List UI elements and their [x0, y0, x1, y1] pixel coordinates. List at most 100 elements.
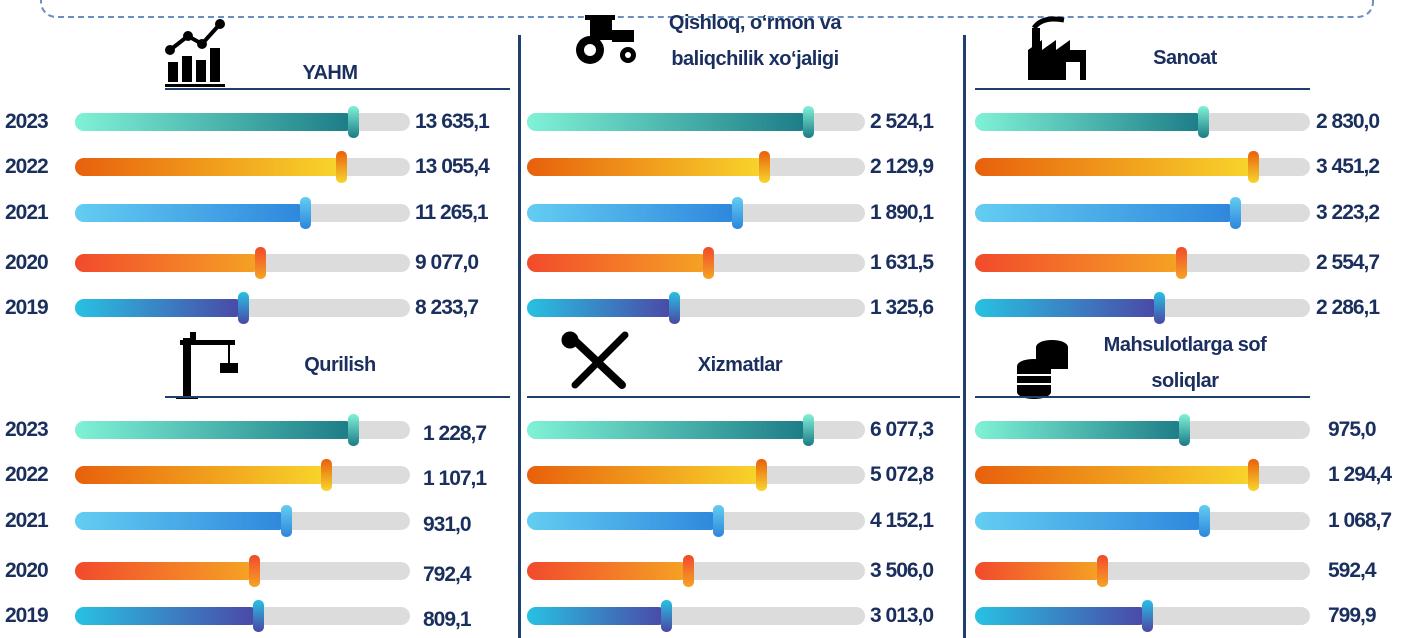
- value-label: 4 152,1: [870, 509, 934, 532]
- bar: [975, 158, 1255, 176]
- value-label: 3 013,0: [870, 604, 934, 627]
- bar: [527, 204, 738, 222]
- value-label: 975,0: [1328, 418, 1377, 441]
- bar: [75, 254, 261, 272]
- bar-handle: [1248, 151, 1260, 183]
- icon-chart: [165, 19, 225, 87]
- bar-handle: [1197, 106, 1209, 138]
- bar-handle: [1175, 247, 1187, 279]
- bar-handle: [1248, 459, 1260, 491]
- bar-handle: [1096, 555, 1108, 587]
- value-label: 3 506,0: [870, 559, 934, 582]
- bar-handle: [758, 151, 770, 183]
- year-label: 2020: [5, 559, 49, 582]
- separator: [963, 35, 966, 638]
- icon-coins: [1017, 340, 1068, 399]
- bar: [75, 204, 306, 222]
- bar-handle: [683, 555, 695, 587]
- value-label: 2 554,7: [1316, 251, 1380, 274]
- value-label: 3 451,2: [1316, 155, 1380, 178]
- value-label: 13 635,1: [415, 110, 490, 133]
- icon-factory: [1028, 16, 1086, 80]
- year-label: 2023: [5, 418, 49, 441]
- value-label: 2 286,1: [1316, 296, 1380, 319]
- panel-title: Qishloq, o‘rmon va baliqchilik xo‘jaligi: [668, 12, 842, 70]
- bar-handle: [1179, 414, 1191, 446]
- bar: [527, 466, 763, 484]
- value-label: 1 631,5: [870, 251, 934, 274]
- bar: [527, 607, 667, 625]
- value-label: 799,9: [1328, 604, 1377, 627]
- bar-handle: [348, 414, 360, 446]
- bar-handle: [320, 459, 332, 491]
- value-label: 931,0: [423, 513, 472, 536]
- bar: [527, 254, 710, 272]
- panel-title: Xizmatlar: [697, 354, 783, 376]
- value-label: 2 129,9: [870, 155, 934, 178]
- bar: [527, 158, 765, 176]
- bar-handle: [802, 106, 814, 138]
- value-label: 1 325,6: [870, 296, 934, 319]
- bar-handle: [237, 292, 249, 324]
- bar: [75, 466, 327, 484]
- bar-handle: [713, 505, 725, 537]
- value-label: 792,4: [423, 563, 472, 586]
- bar: [527, 562, 690, 580]
- title-rule: [975, 396, 1310, 398]
- icon-crane: [176, 332, 238, 399]
- bar-handle: [1229, 197, 1241, 229]
- bar-handle: [249, 555, 261, 587]
- panel-title: Qurilish: [304, 354, 376, 376]
- bar: [975, 204, 1236, 222]
- value-label: 2 830,0: [1316, 110, 1380, 133]
- bar: [75, 562, 256, 580]
- bar: [75, 299, 244, 317]
- bar: [975, 421, 1186, 439]
- bar: [975, 512, 1206, 530]
- bar-handle: [336, 151, 348, 183]
- title-rule: [527, 396, 960, 398]
- bar: [975, 562, 1103, 580]
- icon-tractor: [576, 15, 636, 64]
- year-label: 2021: [5, 509, 49, 532]
- year-label: 2019: [5, 604, 49, 627]
- bar-handle: [1141, 600, 1153, 632]
- bar: [527, 421, 809, 439]
- bar: [75, 607, 259, 625]
- title-rule: [975, 88, 1310, 90]
- bar-handle: [802, 414, 814, 446]
- bar-handle: [668, 292, 680, 324]
- value-label: 809,1: [423, 608, 472, 631]
- bar: [975, 299, 1160, 317]
- year-label: 2021: [5, 201, 49, 224]
- bar: [527, 299, 675, 317]
- title-rule: [165, 396, 510, 398]
- bar-handle: [1199, 505, 1211, 537]
- year-label: 2020: [5, 251, 49, 274]
- year-label: 2022: [5, 155, 49, 178]
- bar-handle: [756, 459, 768, 491]
- year-label: 2019: [5, 296, 49, 319]
- bar: [75, 421, 355, 439]
- year-label: 2023: [5, 110, 49, 133]
- bar: [527, 113, 809, 131]
- year-label: 2022: [5, 463, 49, 486]
- bar-handle: [280, 505, 292, 537]
- icon-tools: [561, 331, 629, 389]
- bar-handle: [731, 197, 743, 229]
- value-label: 5 072,8: [870, 463, 934, 486]
- title-rule: [165, 88, 510, 90]
- value-label: 2 524,1: [870, 110, 934, 133]
- bar-handle: [348, 106, 360, 138]
- value-label: 1 107,1: [423, 467, 487, 490]
- value-label: 6 077,3: [870, 418, 934, 441]
- value-label: 1 068,7: [1328, 509, 1392, 532]
- bar: [75, 158, 343, 176]
- bar-handle: [1153, 292, 1165, 324]
- value-label: 13 055,4: [415, 155, 490, 178]
- bar: [975, 254, 1182, 272]
- bar: [975, 607, 1148, 625]
- panel-title: Sanoat: [1153, 47, 1217, 69]
- value-label: 1 890,1: [870, 201, 934, 224]
